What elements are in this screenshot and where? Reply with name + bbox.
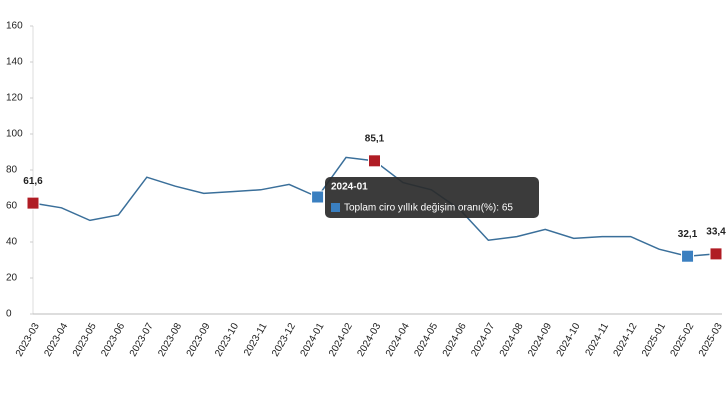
x-tick-label: 2023-09 [185, 321, 213, 359]
point-marker [311, 190, 325, 204]
x-tick-label: 2024-03 [356, 321, 384, 359]
data-label: 85,1 [365, 133, 385, 144]
x-tick-label: 2023-08 [156, 321, 184, 359]
x-tick-label: 2024-05 [412, 321, 440, 359]
x-tick-label: 2023-05 [71, 321, 99, 359]
y-tick-label: 20 [6, 273, 18, 284]
x-tick-label: 2025-02 [669, 321, 697, 359]
x-tick-label: 2024-12 [612, 321, 640, 359]
point-marker [368, 154, 381, 168]
data-label: 61,6 [23, 176, 43, 187]
x-tick-label: 2023-11 [242, 321, 270, 358]
x-tick-label: 2023-10 [213, 321, 241, 359]
y-tick-label: 160 [6, 21, 23, 32]
y-tick-label: 0 [6, 309, 12, 320]
tooltip: 2024-01 Toplam ciro yıllık değişim oranı(… [325, 177, 539, 218]
y-tick-label: 100 [6, 129, 23, 140]
x-tick-label: 2024-01 [299, 321, 327, 359]
tooltip-text: Toplam ciro yıllık değişim oranı(%): 65 [344, 203, 513, 214]
y-tick-label: 80 [6, 165, 18, 176]
data-label: 32,1 [678, 229, 698, 240]
x-tick-label: 2025-01 [640, 321, 668, 359]
x-tick-label: 2024-06 [441, 321, 469, 359]
x-tick-label: 2024-09 [526, 321, 554, 359]
x-tick-label: 2023-03 [14, 321, 42, 359]
y-tick-label: 120 [6, 93, 23, 104]
x-tick-label: 2023-12 [270, 321, 298, 359]
tooltip-swatch [331, 203, 340, 212]
tooltip-title: 2024-01 [331, 182, 368, 193]
x-tick-label: 2024-08 [498, 321, 526, 359]
y-tick-label: 60 [6, 201, 18, 212]
x-tick-label: 2024-07 [469, 321, 497, 359]
x-tick-label: 2024-02 [327, 321, 355, 359]
x-tick-label: 2023-06 [99, 321, 127, 359]
y-tick-label: 140 [6, 57, 23, 68]
data-label: 33,4 [706, 227, 726, 238]
point-marker [709, 247, 723, 261]
point-marker [681, 249, 695, 263]
x-tick-label: 2024-04 [384, 321, 412, 359]
x-tick-label: 2025-03 [697, 321, 725, 359]
tooltip-box [325, 177, 539, 218]
y-tick-label: 40 [6, 237, 18, 248]
point-marker [26, 196, 40, 210]
x-tick-label: 2023-07 [128, 321, 156, 359]
x-tick-label: 2023-04 [42, 321, 70, 359]
x-tick-label: 2024-10 [555, 321, 583, 359]
x-tick-label: 2024-11 [584, 321, 612, 358]
